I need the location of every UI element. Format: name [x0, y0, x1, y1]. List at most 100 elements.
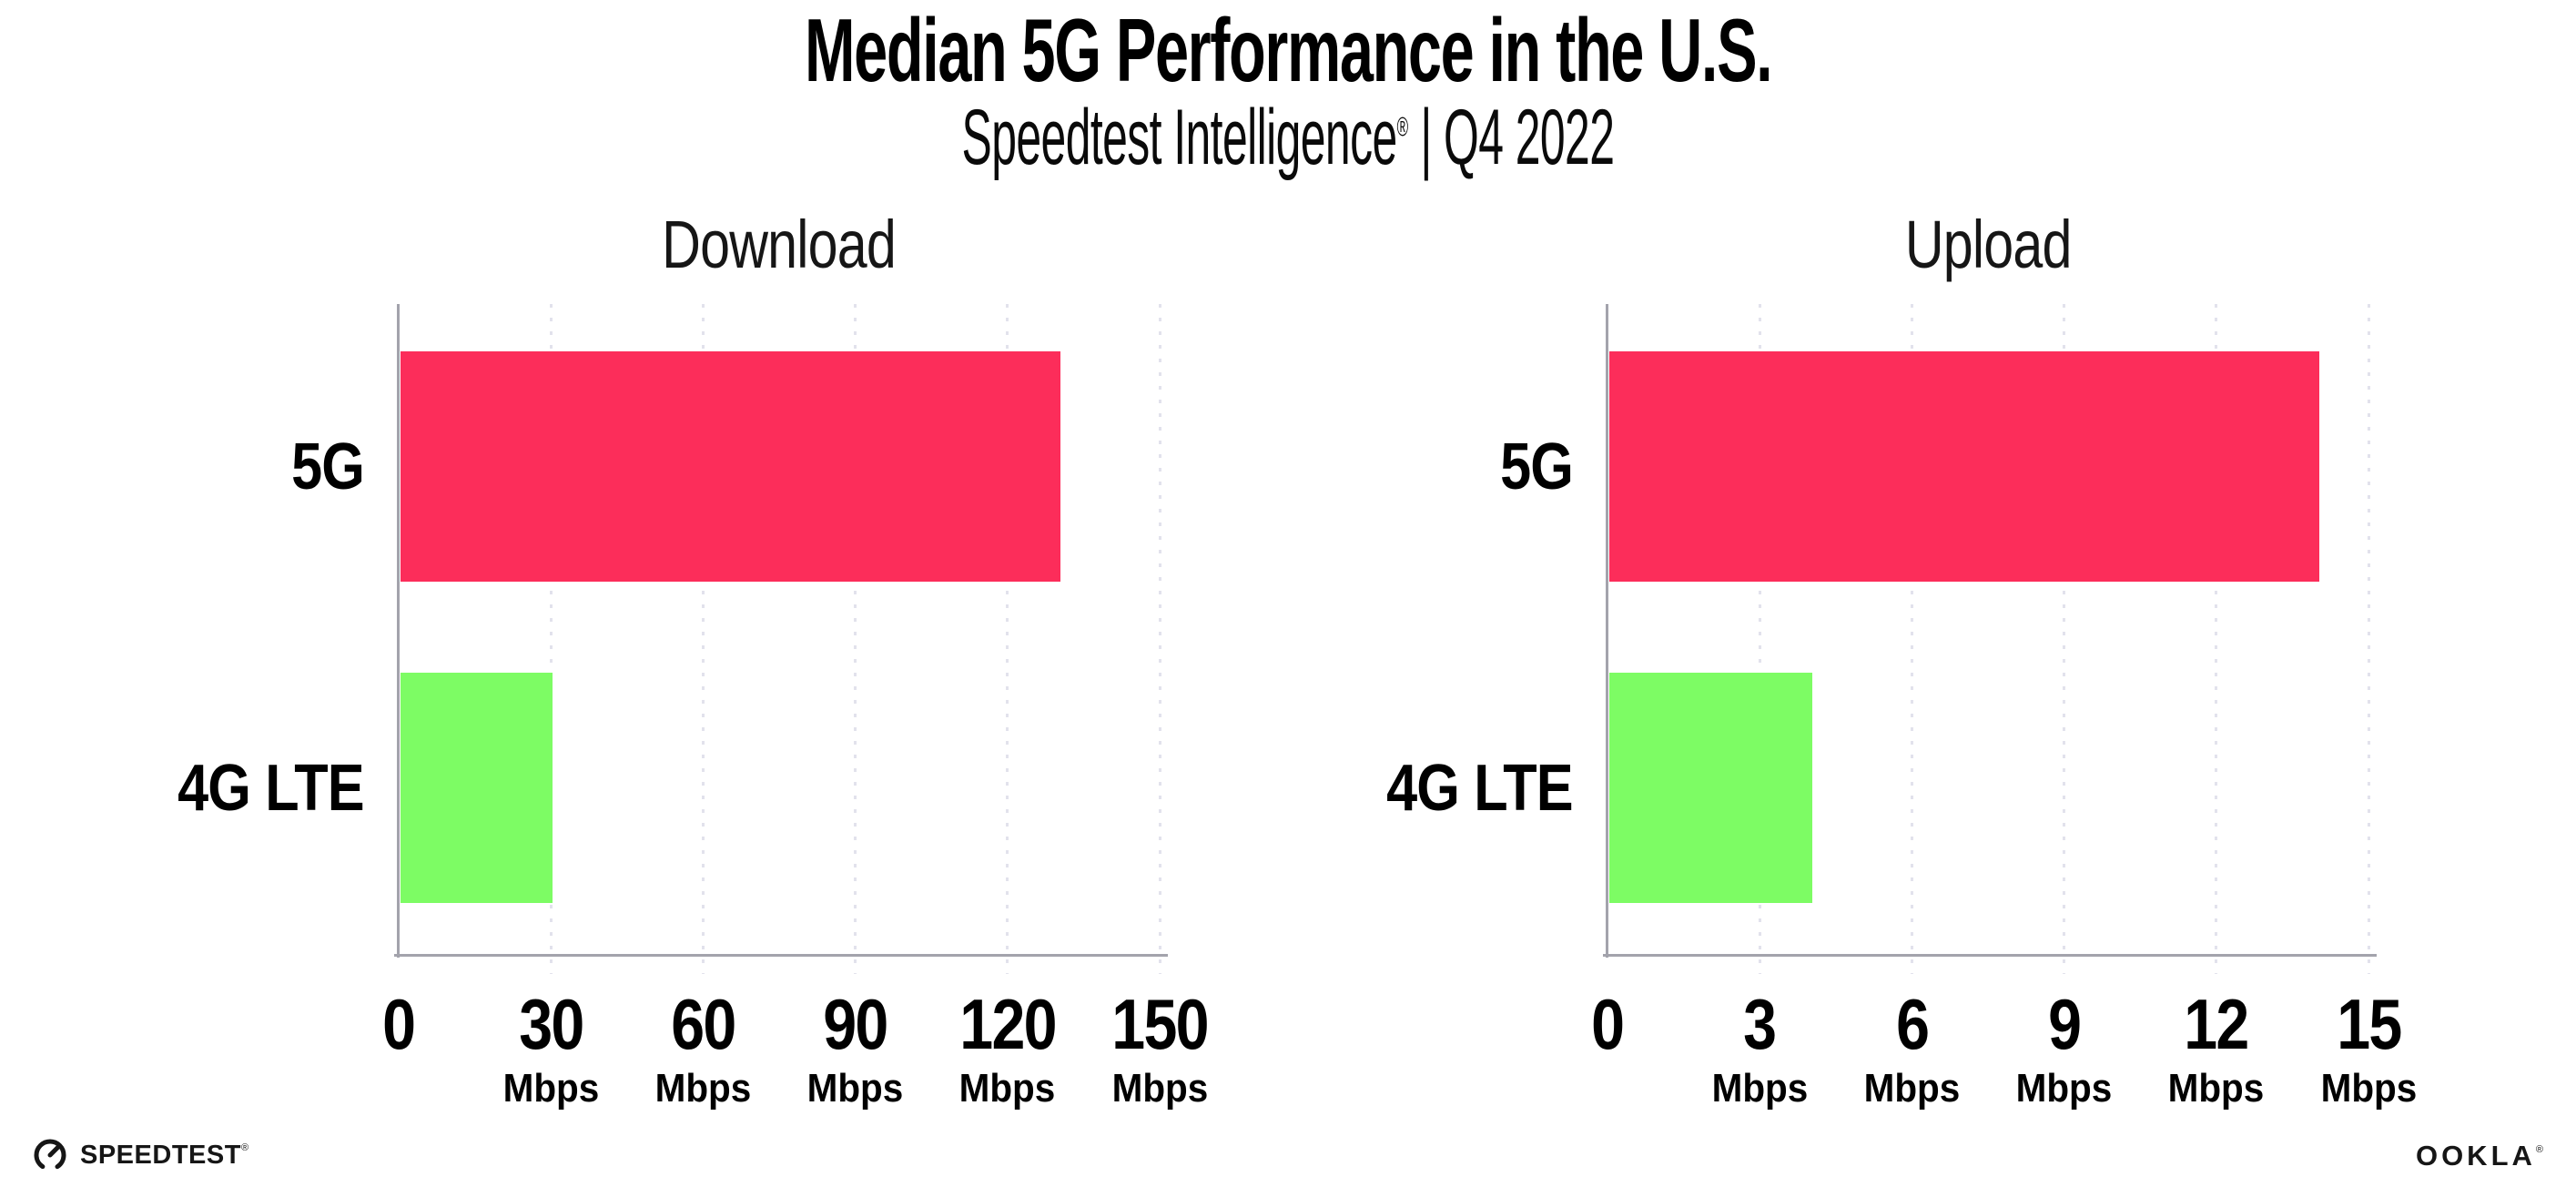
x-tick: 150 Mbps: [1060, 989, 1260, 1109]
category-label-text: 4G LTE: [177, 751, 364, 825]
y-axis: [1606, 304, 1608, 958]
speedtest-gauge-icon: [34, 1139, 66, 1172]
gridline: [1758, 304, 1761, 974]
subtitle-period: | Q4 2022: [1408, 94, 1615, 181]
x-tick-value-text: 12: [2184, 984, 2250, 1064]
page-subtitle: Speedtest Intelligence® | Q4 2022: [0, 98, 2576, 177]
x-tick-value-text: 90: [823, 984, 888, 1064]
y-axis: [397, 304, 400, 958]
x-tick-value: 0: [1507, 989, 1708, 1060]
bar-5g: [1609, 351, 2319, 582]
subtitle-brand: Speedtest Intelligence: [961, 94, 1398, 181]
speedtest-registered-mark: ®: [240, 1141, 249, 1153]
ookla-logo: OOKLA®: [2416, 1140, 2547, 1172]
chart-title-text: Download: [662, 207, 898, 282]
x-tick-unit-text: Mbps: [654, 1066, 752, 1111]
x-tick-unit: Mbps: [1964, 1069, 2165, 1109]
category-label-5g: 5G: [1273, 430, 1574, 503]
chart-title: Download: [399, 211, 1160, 279]
x-tick-value: 150: [1060, 989, 1260, 1060]
x-tick-value-text: 3: [1743, 984, 1778, 1064]
x-tick-unit: Mbps: [2268, 1069, 2469, 1109]
gridline: [2215, 304, 2218, 974]
x-tick-value: 6: [1811, 989, 2012, 1060]
x-tick: 0: [299, 989, 499, 1060]
bar-4g-lte: [1609, 673, 1812, 903]
x-tick-unit: Mbps: [603, 1069, 803, 1109]
x-tick-value-text: 6: [1895, 984, 1930, 1064]
speedtest-label: SPEEDTEST: [80, 1140, 241, 1170]
x-tick: 12 Mbps: [2116, 989, 2317, 1109]
category-label-4g-lte: 4G LTE: [1273, 756, 1573, 821]
page-subtitle-text: Speedtest Intelligence® | Q4 2022: [962, 98, 1615, 177]
x-tick: 90 Mbps: [756, 989, 956, 1109]
x-tick-value-text: 150: [1111, 984, 1209, 1064]
gridline: [1006, 304, 1009, 974]
registered-mark: ®: [1396, 113, 1409, 143]
x-tick: 0: [1507, 989, 1708, 1060]
bar-4g-lte: [401, 673, 553, 903]
chart-title: Upload: [1607, 211, 2368, 279]
x-tick-value-text: 15: [2336, 984, 2402, 1064]
x-tick-unit: Mbps: [1060, 1069, 1260, 1109]
x-axis: [1603, 954, 2377, 957]
x-axis: [394, 954, 1168, 957]
page-title: Median 5G Performance in the U.S.: [0, 5, 2576, 95]
x-tick-unit-text: Mbps: [2167, 1066, 2265, 1111]
category-label-text: 5G: [1500, 430, 1574, 503]
x-tick-unit: Mbps: [451, 1069, 651, 1109]
chart-title-text: Upload: [1904, 207, 2073, 282]
x-tick-unit: Mbps: [1811, 1069, 2012, 1109]
x-tick: 15 Mbps: [2268, 989, 2469, 1109]
x-tick-value: 30: [451, 989, 651, 1060]
x-tick-value-text: 60: [671, 984, 736, 1064]
gridline: [2063, 304, 2066, 974]
x-tick: 30 Mbps: [451, 989, 651, 1109]
category-label-5g: 5G: [64, 430, 365, 503]
x-tick-unit: Mbps: [908, 1069, 1108, 1109]
x-tick: 60 Mbps: [603, 989, 803, 1109]
x-tick-value: 12: [2116, 989, 2317, 1060]
ookla-label: OOKLA: [2415, 1140, 2536, 1172]
speedtest-logo: SPEEDTEST®: [31, 1134, 249, 1176]
x-tick-value-text: 9: [2047, 984, 2082, 1064]
x-tick-value-text: 120: [959, 984, 1057, 1064]
x-tick-unit: Mbps: [756, 1069, 956, 1109]
x-tick-value: 90: [756, 989, 956, 1060]
x-tick: 6 Mbps: [1811, 989, 2012, 1109]
category-label-text: 5G: [291, 430, 365, 503]
x-tick-value-text: 0: [382, 984, 416, 1064]
x-tick-unit-text: Mbps: [2320, 1066, 2417, 1111]
gridline: [701, 304, 705, 974]
x-tick-unit-text: Mbps: [502, 1066, 600, 1111]
x-tick-unit: Mbps: [1659, 1069, 1860, 1109]
gridline: [2367, 304, 2370, 974]
x-tick-value: 120: [908, 989, 1108, 1060]
x-tick: 120 Mbps: [908, 989, 1108, 1109]
x-tick-unit-text: Mbps: [1111, 1066, 1208, 1111]
x-tick: 9 Mbps: [1964, 989, 2165, 1109]
x-tick-unit-text: Mbps: [1711, 1066, 1809, 1111]
gridline: [1910, 304, 1913, 974]
bar-5g: [401, 351, 1060, 582]
x-tick-value-text: 30: [519, 984, 584, 1064]
x-tick-value: 9: [1964, 989, 2165, 1060]
category-label-4g-lte: 4G LTE: [64, 756, 364, 821]
x-tick-value: 15: [2268, 989, 2469, 1060]
x-tick-unit-text: Mbps: [958, 1066, 1056, 1111]
x-tick-unit-text: Mbps: [1863, 1066, 1961, 1111]
download-chart: Download 5G 4G LTE 0 30 Mbps 60 Mbps 90 Mbps 120 Mb…: [177, 211, 1209, 1109]
x-tick-value: 60: [603, 989, 803, 1060]
x-tick-value: 3: [1659, 989, 1860, 1060]
x-tick-value: 0: [299, 989, 499, 1060]
x-tick-value-text: 0: [1591, 984, 1625, 1064]
category-label-text: 4G LTE: [1386, 751, 1573, 825]
upload-chart: Upload 5G 4G LTE 0 3 Mbps 6 Mbps 9 Mbps 12 Mbps 15 Mb…: [1386, 211, 2416, 1109]
gridline: [854, 304, 857, 974]
gridline: [549, 304, 553, 974]
page-title-text: Median 5G Performance in the U.S.: [804, 0, 1773, 100]
x-tick: 3 Mbps: [1659, 989, 1860, 1109]
x-tick-unit: Mbps: [2116, 1069, 2317, 1109]
x-tick-unit-text: Mbps: [806, 1066, 904, 1111]
